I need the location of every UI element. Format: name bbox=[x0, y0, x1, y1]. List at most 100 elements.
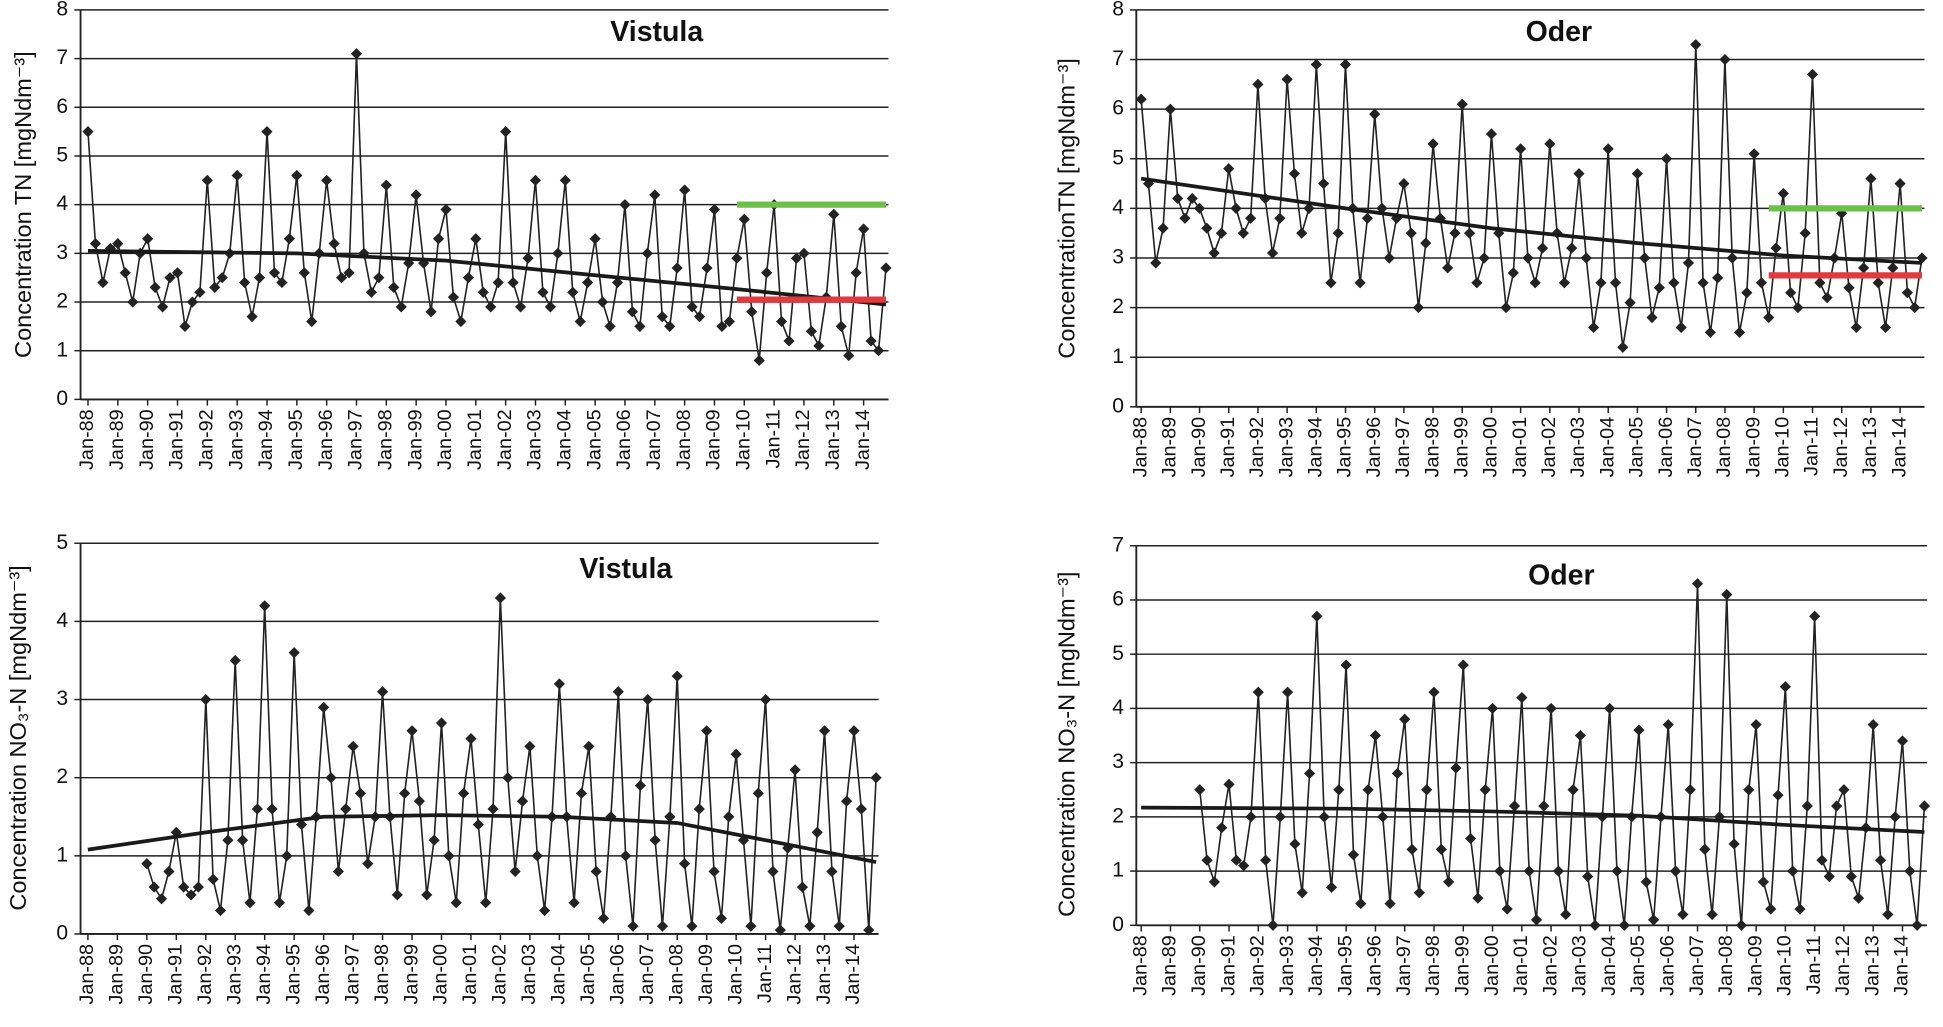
data-point bbox=[1631, 168, 1643, 180]
data-point bbox=[455, 315, 467, 328]
data-point bbox=[1806, 68, 1819, 81]
data-point bbox=[1901, 287, 1913, 299]
x-tick-label: Jan-13 bbox=[813, 944, 835, 1005]
data-point bbox=[514, 301, 527, 313]
x-tick-label: Jan-11 bbox=[1803, 935, 1825, 994]
y-tick-label: 1 bbox=[1112, 345, 1124, 368]
x-tick-label: Jan-98 bbox=[371, 944, 393, 1005]
data-point bbox=[1640, 876, 1652, 888]
x-tick-label: Jan-04 bbox=[1596, 417, 1618, 478]
x-tick-label: Jan-13 bbox=[1861, 935, 1883, 996]
data-point bbox=[229, 654, 241, 667]
data-point bbox=[686, 920, 698, 932]
data-point bbox=[1208, 247, 1220, 259]
data-point bbox=[157, 301, 169, 313]
y-tick-label: 6 bbox=[56, 95, 68, 118]
data-point bbox=[373, 272, 385, 284]
data-point bbox=[1865, 173, 1877, 185]
chart-panel: Vistula Concentration TN [mgNdm⁻³] 0 1 2 3 4 5 6… bbox=[10, 0, 892, 470]
data-point bbox=[1377, 811, 1389, 823]
data-point bbox=[1303, 767, 1316, 780]
data-point bbox=[1733, 326, 1746, 338]
data-point bbox=[1816, 854, 1828, 866]
data-point bbox=[568, 897, 580, 909]
data-point bbox=[516, 795, 529, 807]
data-point bbox=[1449, 227, 1461, 239]
x-tick-label: Jan-13 bbox=[1859, 417, 1881, 478]
x-tick-label: Jan-03 bbox=[1567, 417, 1589, 478]
x-tick-label: Jan-97 bbox=[341, 944, 363, 1005]
y-tick-label: 4 bbox=[56, 609, 68, 632]
x-tick-label: Jan-88 bbox=[76, 409, 98, 470]
data-point bbox=[813, 340, 825, 352]
data-point bbox=[435, 717, 448, 729]
data-point bbox=[627, 920, 639, 932]
x-tick-label: Jan-89 bbox=[106, 409, 128, 470]
data-point bbox=[507, 276, 519, 289]
x-tick-label: Jan-04 bbox=[548, 944, 570, 1005]
data-point bbox=[178, 881, 190, 893]
data-point bbox=[656, 920, 669, 932]
chart-title: Oder bbox=[1526, 16, 1592, 48]
x-tick-label: Jan-98 bbox=[1422, 935, 1444, 996]
data-point bbox=[1457, 659, 1469, 671]
data-point bbox=[1719, 53, 1731, 66]
data-point bbox=[880, 262, 892, 274]
x-tick-label: Jan-88 bbox=[1129, 935, 1151, 996]
x-tick-label: Jan-12 bbox=[783, 944, 805, 1005]
data-point bbox=[1858, 262, 1870, 274]
x-tick-label: Jan-09 bbox=[703, 409, 725, 470]
data-point bbox=[340, 803, 352, 815]
data-point bbox=[693, 803, 705, 815]
x-tick-label: Jan-06 bbox=[1655, 417, 1677, 478]
data-point bbox=[753, 354, 765, 367]
data-point bbox=[1369, 729, 1382, 742]
data-point bbox=[1706, 908, 1718, 921]
data-point bbox=[708, 865, 720, 878]
data-point bbox=[1558, 277, 1570, 289]
data-point bbox=[1874, 854, 1887, 866]
data-point bbox=[1799, 227, 1811, 239]
data-point bbox=[332, 865, 344, 878]
x-tick-label: Jan-01 bbox=[1510, 935, 1532, 996]
data-point bbox=[1421, 784, 1433, 796]
data-point bbox=[185, 889, 197, 901]
trend-line bbox=[87, 813, 877, 864]
data-point bbox=[1486, 702, 1499, 714]
data-point bbox=[1282, 686, 1294, 698]
data-point bbox=[440, 203, 452, 216]
data-point bbox=[458, 787, 470, 799]
x-tick-label: Jan-04 bbox=[554, 409, 576, 470]
data-point bbox=[858, 223, 870, 235]
data-point bbox=[1465, 832, 1477, 845]
data-point bbox=[818, 725, 831, 737]
x-tick-label: Jan-94 bbox=[1305, 935, 1327, 996]
data-point bbox=[273, 897, 286, 909]
x-tick-label: Jan-01 bbox=[1509, 417, 1531, 478]
data-point bbox=[1442, 262, 1454, 274]
data-point bbox=[1333, 784, 1345, 796]
y-axis-label: Concentration NO₃-N [mgNdm⁻³] bbox=[1053, 572, 1079, 917]
data-point bbox=[1823, 870, 1835, 883]
data-point bbox=[1872, 277, 1884, 289]
data-point bbox=[789, 764, 801, 776]
y-tick-label: 5 bbox=[1112, 642, 1124, 665]
x-tick-label: Jan-02 bbox=[1538, 417, 1560, 478]
data-point bbox=[1325, 277, 1337, 289]
data-point bbox=[1223, 778, 1235, 790]
data-point bbox=[288, 647, 300, 659]
y-tick-label: 2 bbox=[56, 290, 68, 313]
x-tick-label: Jan-99 bbox=[404, 409, 426, 470]
data-point bbox=[82, 126, 94, 138]
data-point bbox=[1288, 168, 1300, 180]
data-point bbox=[1281, 73, 1293, 85]
data-point bbox=[597, 296, 609, 308]
data-point bbox=[1821, 292, 1833, 304]
data-point bbox=[776, 315, 788, 328]
x-tick-label: Jan-10 bbox=[1774, 935, 1796, 996]
data-point bbox=[1245, 212, 1257, 224]
x-tick-label: Jan-06 bbox=[1656, 935, 1678, 996]
data-point bbox=[1237, 227, 1249, 239]
data-point bbox=[774, 924, 786, 936]
x-tick-label: Jan-00 bbox=[434, 409, 456, 470]
